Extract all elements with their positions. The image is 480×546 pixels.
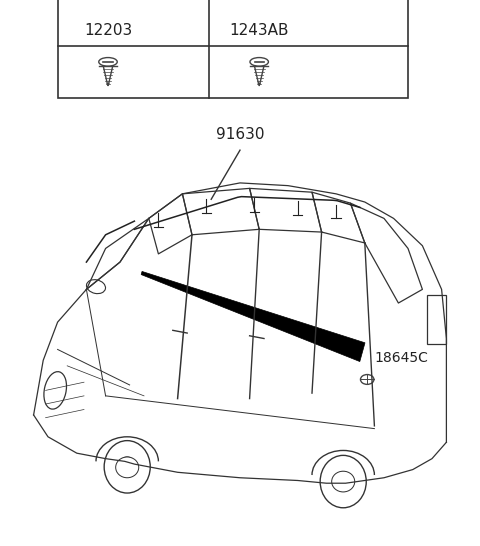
- Text: 1243AB: 1243AB: [229, 22, 289, 38]
- Circle shape: [320, 455, 366, 508]
- Text: 91630: 91630: [216, 127, 264, 142]
- Bar: [427, 295, 446, 344]
- Circle shape: [335, 472, 352, 491]
- Bar: [58, 0, 408, 98]
- Circle shape: [104, 441, 150, 493]
- Ellipse shape: [44, 372, 67, 409]
- Polygon shape: [141, 271, 365, 361]
- Ellipse shape: [116, 457, 139, 478]
- Ellipse shape: [360, 375, 374, 384]
- Text: 18645C: 18645C: [374, 351, 428, 365]
- Ellipse shape: [332, 471, 355, 492]
- Circle shape: [119, 457, 136, 477]
- Ellipse shape: [86, 280, 106, 294]
- Text: 12203: 12203: [84, 22, 132, 38]
